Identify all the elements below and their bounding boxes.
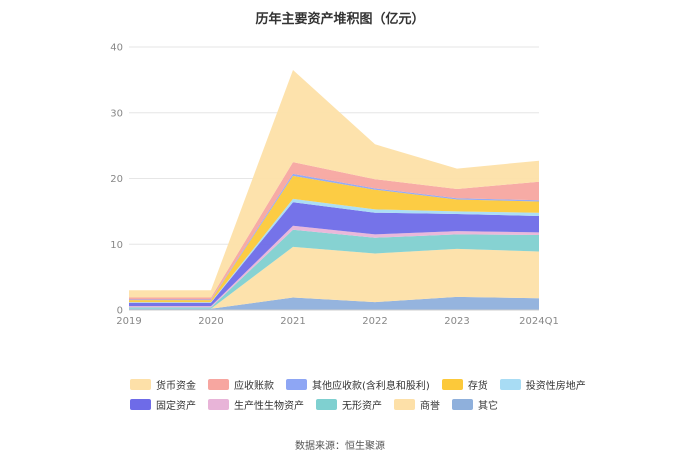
legend-label: 固定资产: [156, 401, 196, 412]
y-tick-label: 0: [117, 306, 123, 317]
legend-item[interactable]: 其它: [452, 397, 498, 412]
legend-label: 应收账款: [234, 381, 274, 392]
x-tick-label: 2021: [280, 316, 305, 327]
data-source-note: 数据来源：恒生聚源: [295, 441, 385, 452]
area-3: [129, 225, 539, 308]
legend-swatch: [499, 379, 521, 390]
legend-swatch: [208, 379, 229, 390]
legend-label: 其它: [478, 401, 498, 412]
legend-item[interactable]: 货币资金: [130, 377, 196, 392]
area-0: [129, 296, 539, 310]
legend-item[interactable]: 固定资产: [130, 397, 196, 412]
area-2: [129, 229, 539, 309]
legend-label: 生产性生物资产: [234, 401, 304, 412]
x-tick-label: 2019: [116, 316, 141, 327]
legend-swatch: [316, 399, 337, 410]
stacked-area-chart: 0 10 20 30 40 2019 2020 2021 2022 2023 2024Q1: [110, 43, 559, 328]
area-7: [129, 173, 539, 301]
legend-item[interactable]: 存货: [441, 377, 488, 392]
legend-label: 投资性房地产: [525, 381, 586, 392]
area-1: [129, 246, 539, 309]
legend-swatch: [208, 399, 229, 410]
legend-item[interactable]: 应收账款: [208, 377, 274, 392]
y-tick-label: 30: [110, 108, 123, 119]
legend-label: 存货: [467, 381, 488, 392]
area-4: [129, 202, 539, 307]
y-tick-label: 20: [110, 174, 123, 185]
legend-row: 固定资产 生产性生物资产 无形资产 商誉 其它: [130, 397, 510, 412]
legend-swatch: [394, 399, 415, 410]
legend-label: 商誉: [420, 401, 440, 412]
x-tick-label: 2020: [198, 316, 223, 327]
legend-label: 其他应收款(含利息和股利): [312, 381, 430, 392]
legend-swatch: [130, 399, 151, 410]
area-6: [129, 175, 539, 303]
legend-swatch: [286, 379, 307, 390]
area-9: [129, 70, 539, 298]
legend-item[interactable]: 无形资产: [316, 397, 382, 412]
legend-item[interactable]: 投资性房地产: [499, 377, 586, 392]
legend-item[interactable]: 生产性生物资产: [208, 397, 304, 412]
x-tick-label: 2023: [444, 316, 469, 327]
legend-label: 货币资金: [156, 381, 196, 392]
legend-swatch: [441, 379, 463, 390]
x-tick-label: 2024Q1: [519, 316, 559, 327]
legend-swatch: [452, 399, 473, 410]
y-tick-label: 10: [110, 240, 123, 251]
y-tick-label: 40: [110, 43, 123, 54]
x-tick-label: 2022: [362, 316, 387, 327]
area-5: [129, 198, 539, 303]
legend-swatch: [130, 379, 151, 390]
area-8: [129, 162, 539, 300]
legend-label: 无形资产: [342, 401, 382, 412]
legend-item[interactable]: 商誉: [394, 397, 440, 412]
legend-item[interactable]: 其他应收款(含利息和股利): [286, 377, 430, 392]
legend-row: 货币资金 应收账款 其他应收款(含利息和股利) 存货 投资性房地产: [130, 377, 598, 392]
chart-title: 历年主要资产堆积图（亿元）: [255, 12, 425, 27]
